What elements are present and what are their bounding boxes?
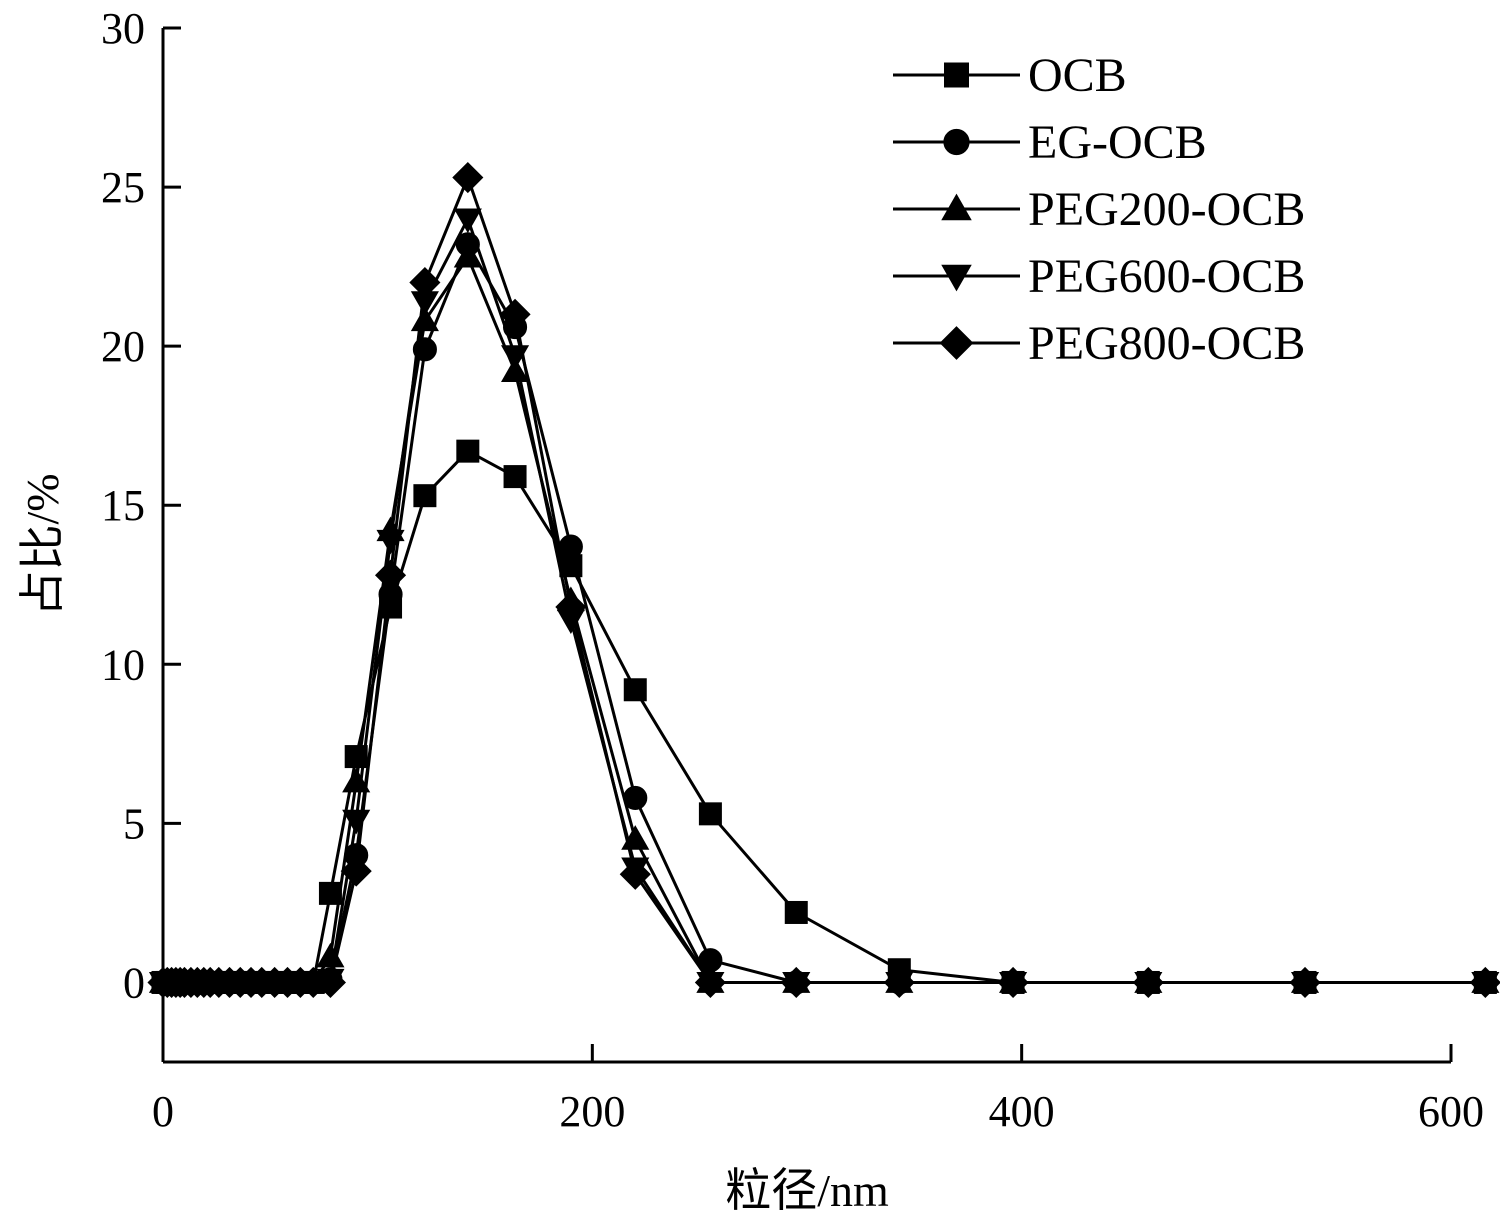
data-point	[453, 242, 482, 268]
legend-item: EG-OCB	[893, 116, 1207, 169]
y-tick-label: 25	[101, 163, 145, 212]
data-point	[374, 559, 407, 591]
data-point	[555, 591, 587, 623]
data-point	[342, 809, 371, 835]
legend-marker	[944, 62, 969, 88]
data-point	[698, 802, 722, 826]
data-point	[413, 484, 437, 508]
legend-marker	[941, 264, 972, 292]
legend-marker	[939, 326, 974, 360]
legend-label: PEG800-OCB	[1028, 317, 1305, 370]
data-point	[340, 855, 372, 887]
x-tick-label: 200	[559, 1087, 625, 1136]
legend-item: PEG200-OCB	[893, 183, 1305, 236]
series-ocb	[151, 439, 1497, 994]
data-point	[883, 966, 915, 999]
legend-label: PEG600-OCB	[1028, 250, 1305, 303]
data-point	[780, 966, 812, 999]
legend-item: PEG800-OCB	[893, 317, 1305, 370]
data-point	[694, 966, 726, 999]
y-tick-label: 30	[101, 4, 145, 53]
y-tick-label: 15	[101, 481, 145, 530]
x-tick-label: 0	[152, 1087, 174, 1136]
y-tick-label: 10	[101, 640, 145, 689]
data-point	[1289, 966, 1321, 999]
data-point	[376, 529, 405, 555]
legend-label: EG-OCB	[1028, 116, 1207, 169]
series-peg800-ocb	[147, 161, 1500, 999]
data-point	[623, 678, 647, 702]
plot-series	[147, 161, 1500, 999]
data-point	[318, 881, 342, 905]
legend-item: OCB	[893, 49, 1127, 102]
data-point	[452, 161, 484, 194]
legend-marker	[941, 193, 972, 221]
data-point	[503, 465, 527, 489]
data-point	[456, 439, 480, 463]
legend-marker	[943, 128, 970, 156]
y-tick-label: 0	[123, 958, 145, 1007]
data-point	[453, 208, 482, 234]
x-axis-title: 粒径/nm	[725, 1165, 889, 1216]
axes: 0 200 400 600 0 5 10 15 20 25 30	[101, 4, 1484, 1136]
data-point	[619, 858, 651, 890]
data-point	[558, 534, 583, 559]
x-tick-label: 600	[1418, 1087, 1484, 1136]
data-point	[500, 357, 530, 383]
legend-label: OCB	[1028, 49, 1127, 102]
legend-label: PEG200-OCB	[1028, 183, 1305, 236]
y-tick-label: 5	[123, 799, 145, 848]
data-point	[1132, 966, 1164, 999]
x-ticks: 0 200 400 600	[152, 1044, 1484, 1136]
y-tick-label: 20	[101, 322, 145, 371]
x-tick-label: 400	[989, 1087, 1055, 1136]
data-point	[314, 966, 346, 999]
y-axis-title: 占比/%	[17, 473, 68, 616]
series-line	[163, 449, 1486, 984]
data-point	[1469, 966, 1500, 999]
data-point	[997, 966, 1029, 999]
data-point	[784, 900, 808, 924]
data-point	[342, 767, 371, 793]
data-point	[409, 266, 441, 299]
data-point	[499, 298, 531, 330]
legend-item: PEG600-OCB	[893, 250, 1305, 303]
y-ticks: 0 5 10 15 20 25 30	[101, 4, 181, 1007]
data-point	[410, 306, 439, 332]
legend: OCB EG-OCB PEG200-OCB PEG600-OCB PEG800-OCB	[893, 49, 1305, 370]
